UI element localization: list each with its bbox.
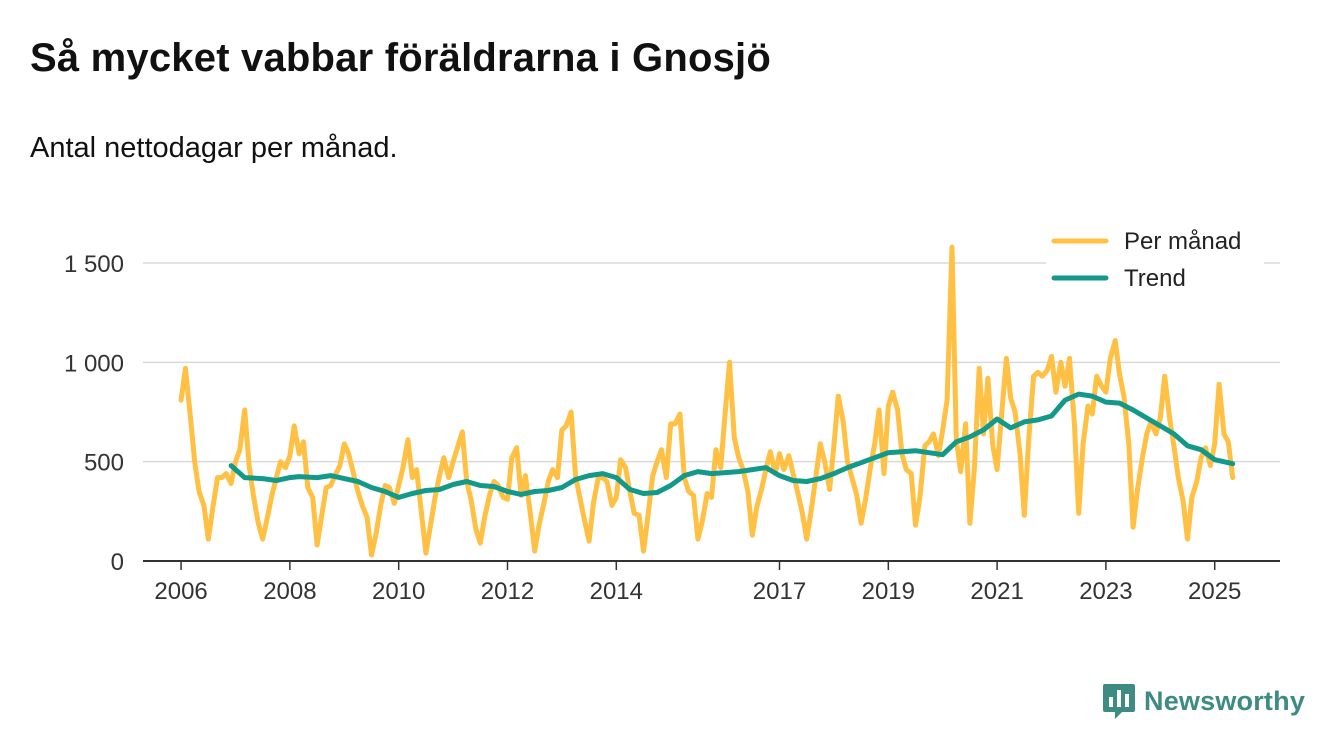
x-tick-label: 2017 — [753, 578, 806, 605]
legend-background — [1046, 224, 1264, 299]
y-tick-label: 1 500 — [64, 251, 124, 278]
y-tick-label: 500 — [84, 450, 124, 477]
y-tick-label: 0 — [111, 549, 124, 576]
x-tick-label: 2008 — [263, 578, 316, 605]
x-tick-label: 2014 — [590, 578, 643, 605]
x-tick-label: 2025 — [1188, 578, 1241, 605]
x-tick-label: 2012 — [481, 578, 534, 605]
y-tick-label: 1 000 — [64, 350, 124, 377]
chart-title: Så mycket vabbar föräldrarna i Gnosjö — [30, 36, 771, 80]
x-tick-label: 2019 — [862, 578, 915, 605]
newsworthy-brand[interactable]: Newsworthy — [1102, 682, 1305, 720]
x-tick-label: 2006 — [154, 578, 207, 605]
x-tick-label: 2021 — [970, 578, 1023, 605]
series-line-trend — [228, 391, 1236, 500]
x-axis-ticks: 2006 2008 2010 2012 2014 2017 2019 2021 2023 2025 — [154, 561, 1241, 605]
chart-subtitle: Antal nettodagar per månad. — [30, 132, 398, 164]
series-line-per-month — [178, 244, 1236, 558]
legend: Per månad Trend — [1046, 224, 1264, 299]
x-tick-label: 2023 — [1079, 578, 1132, 605]
legend-label-trend: Trend — [1124, 265, 1186, 292]
brand-name: Newsworthy — [1144, 685, 1306, 716]
legend-label-per-month: Per månad — [1124, 228, 1241, 255]
x-tick-label: 2010 — [372, 578, 425, 605]
y-axis-ticks: 0 500 1 000 1 500 — [64, 251, 124, 576]
newsworthy-logo-icon — [1103, 684, 1135, 719]
series-lines — [178, 244, 1236, 558]
